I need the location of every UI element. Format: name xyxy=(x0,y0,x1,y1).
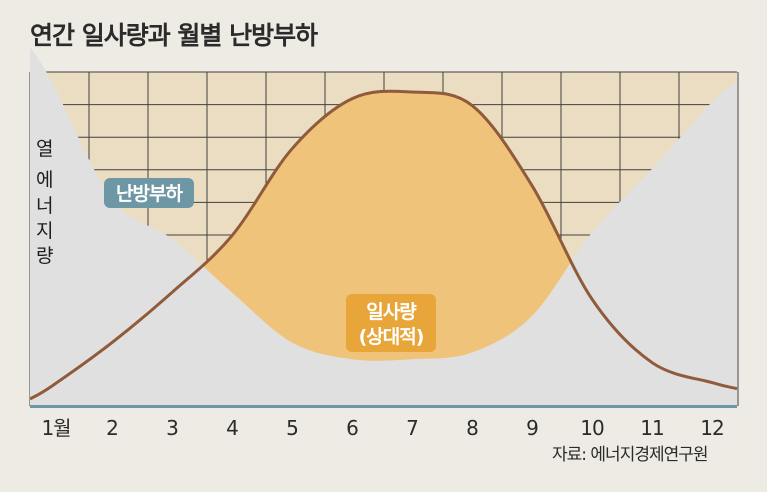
solar-label-badge: 일사량 (상대적) xyxy=(346,294,436,352)
x-tick-label: 10 xyxy=(580,416,604,440)
solar-label-line1: 일사량 xyxy=(366,301,417,323)
x-tick-label: 7 xyxy=(406,416,418,440)
y-axis-label-char: 에 xyxy=(36,169,53,191)
x-tick-label: 11 xyxy=(640,416,663,440)
x-tick-label: 6 xyxy=(346,416,358,440)
x-tick-label: 5 xyxy=(286,416,298,440)
solar-label-line2: (상대적) xyxy=(359,326,424,348)
x-tick-label: 1월 xyxy=(41,416,70,440)
heating-label-badge: 난방부하 xyxy=(104,178,194,208)
y-axis-label-char: 량 xyxy=(36,245,53,267)
x-tick-label: 4 xyxy=(226,416,238,440)
chart-title: 연간 일사량과 월별 난방부하 xyxy=(30,21,318,50)
x-tick-label: 9 xyxy=(526,416,538,440)
heating-label: 난방부하 xyxy=(116,183,183,205)
y-axis-label-char: 너 xyxy=(36,195,53,217)
x-tick-label: 12 xyxy=(700,416,723,440)
x-tick-label: 2 xyxy=(106,416,118,440)
x-tick-label: 3 xyxy=(166,416,178,440)
heating-load-area xyxy=(30,46,737,406)
y-axis-label-char: 열 xyxy=(36,138,53,160)
x-axis: 1월 2 3 4 5 6 7 8 9 10 11 12 xyxy=(41,416,724,440)
y-axis-label-char: 지 xyxy=(36,220,53,242)
y-axis-label: 열 에 너 지 량 xyxy=(36,138,53,267)
x-tick-label: 8 xyxy=(466,416,478,440)
x-axis-baseline xyxy=(30,405,737,408)
solar-irradiance-line xyxy=(29,89,738,401)
source-note: 자료: 에너지경제연구원 xyxy=(552,445,709,465)
